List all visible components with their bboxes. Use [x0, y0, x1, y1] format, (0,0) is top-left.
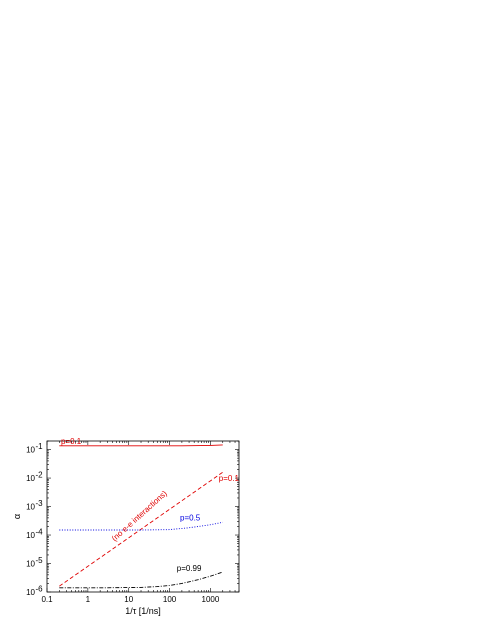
annotation-label: p=0.1 — [219, 474, 240, 483]
y-tick-label-exp: -5 — [36, 556, 44, 565]
y-axis-title: α — [12, 514, 22, 519]
y-tick-label-exp: -2 — [36, 471, 44, 480]
y-tick-label-exp: -1 — [36, 442, 44, 451]
x-tick-label: 100 — [163, 595, 177, 604]
y-tick-label-exp: -4 — [36, 528, 44, 537]
y-tick-label-base: 10 — [26, 588, 35, 597]
y-tick-label-base: 10 — [26, 446, 35, 455]
y-tick-label-exp: -3 — [36, 499, 44, 508]
series-line-0 — [59, 444, 223, 447]
annotation-label: p=0.99 — [177, 564, 202, 573]
series-line-3 — [59, 571, 223, 589]
series-line-2 — [59, 521, 223, 531]
x-tick-label: 0.1 — [41, 595, 53, 604]
annotation-label: (no e-e interactions) — [110, 489, 169, 544]
y-tick-label-base: 10 — [26, 560, 35, 569]
y-tick-label-base: 10 — [26, 531, 35, 540]
y-tick-label-base: 10 — [26, 474, 35, 483]
annotation-label: p=0.5 — [180, 514, 201, 523]
annotation-label: p=0.1 — [61, 437, 82, 446]
plot-frame — [46, 440, 240, 593]
y-tick-label-base: 10 — [26, 503, 35, 512]
x-tick-label: 10 — [124, 595, 133, 604]
y-tick-label-exp: -6 — [36, 585, 44, 594]
x-tick-label: 1 — [86, 595, 91, 604]
x-tick-label: 1000 — [202, 595, 220, 604]
series-line-1 — [59, 471, 223, 587]
x-axis-title: 1/τ [1/ns] — [125, 606, 161, 616]
